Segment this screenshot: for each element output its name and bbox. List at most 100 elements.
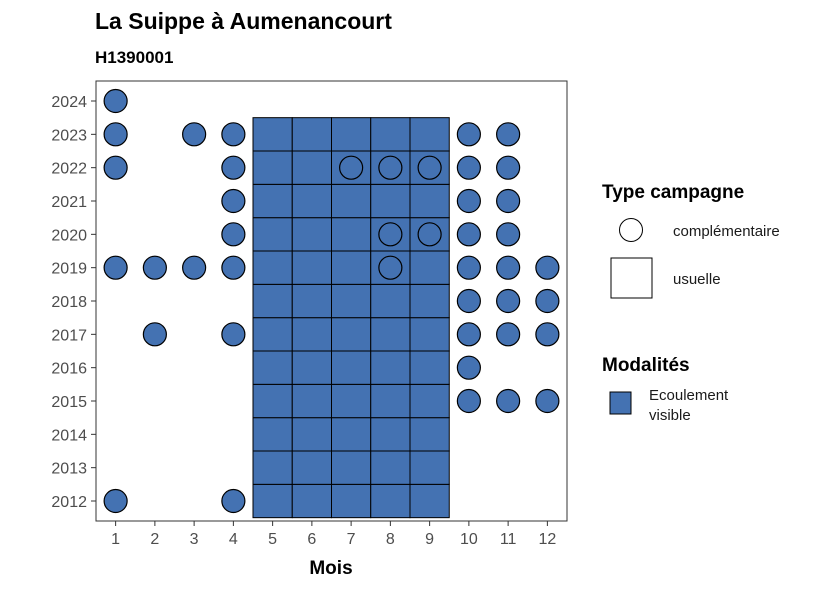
x-tick-label: 12	[538, 531, 556, 548]
usuelle-tile	[370, 183, 411, 219]
y-tick-label: 2018	[51, 294, 87, 311]
usuelle-tile	[409, 450, 450, 485]
complementaire-point	[535, 322, 560, 347]
complementaire-point	[103, 155, 128, 180]
usuelle-tile	[370, 350, 411, 385]
usuelle-tile	[409, 283, 450, 319]
usuelle-tile	[252, 183, 293, 219]
usuelle-tile	[370, 483, 411, 519]
complementaire-point	[456, 255, 481, 280]
y-tick-label: 2014	[51, 427, 87, 444]
usuelle-tile	[252, 483, 293, 519]
usuelle-tile	[370, 117, 411, 152]
complementaire-point	[456, 288, 481, 314]
complementaire-points	[103, 88, 560, 514]
x-tick-label: 5	[268, 531, 277, 548]
x-tick-label: 10	[460, 531, 478, 548]
usuelle-tile	[409, 483, 450, 519]
usuelle-tile	[291, 250, 332, 285]
usuelle-tile	[252, 317, 293, 352]
usuelle-tile	[252, 350, 293, 385]
complementaire-point	[456, 322, 481, 347]
y-tick-label: 2017	[51, 327, 87, 344]
complementaire-point	[103, 488, 128, 514]
complementaire-point	[456, 222, 481, 247]
y-tick-label: 2024	[51, 94, 87, 111]
x-tick-label: 3	[190, 531, 199, 548]
chart-title: La Suippe à Aumenancourt	[95, 8, 392, 34]
usuelle-tile	[331, 183, 372, 219]
complementaire-overlay-point	[417, 222, 442, 247]
y-axis: 2012 2013 2014 2015 2016 2017 2018 2019 2020 2021…	[51, 94, 96, 511]
complementaire-point	[142, 322, 167, 347]
complementaire-overlay-point	[339, 155, 364, 180]
usuelle-tile	[291, 383, 332, 419]
usuelle-tile	[291, 217, 332, 252]
y-tick-label: 2023	[51, 127, 87, 144]
legend-label-usuelle: usuelle	[673, 271, 721, 288]
complementaire-overlay-point	[378, 155, 403, 180]
usuelle-tile	[252, 117, 293, 152]
usuelle-tile	[409, 183, 450, 219]
x-tick-label: 8	[386, 531, 395, 548]
usuelle-tile	[331, 317, 372, 352]
y-tick-label: 2022	[51, 161, 87, 178]
usuelle-tile	[252, 217, 293, 252]
complementaire-point	[496, 155, 521, 180]
usuelle-tile	[252, 283, 293, 319]
complementaire-point	[456, 188, 481, 214]
usuelle-tile	[252, 383, 293, 419]
y-tick-label: 2021	[51, 194, 87, 211]
usuelle-tiles	[252, 117, 450, 519]
legend-title-type: Type campagne	[602, 182, 744, 203]
x-tick-label: 11	[500, 531, 517, 548]
complementaire-point	[221, 488, 246, 514]
complementaire-overlay-point	[417, 155, 442, 180]
complementaire-point	[182, 255, 207, 280]
x-tick-label: 1	[111, 531, 120, 548]
complementaire-point	[103, 255, 128, 280]
complementaire-overlay-point	[378, 255, 403, 280]
chart-subtitle: H1390001	[95, 48, 173, 67]
legend-label-ecoulement-line2: visible	[649, 407, 691, 424]
complementaire-point	[456, 388, 481, 414]
usuelle-tile	[291, 283, 332, 319]
usuelle-tile	[331, 250, 372, 285]
usuelle-tile	[331, 217, 372, 252]
usuelle-tile	[370, 283, 411, 319]
complementaire-point	[103, 122, 128, 147]
y-tick-label: 2020	[51, 227, 87, 244]
usuelle-tile	[291, 350, 332, 385]
complementaire-point	[496, 188, 521, 214]
usuelle-tile	[291, 317, 332, 352]
usuelle-tile	[409, 117, 450, 152]
usuelle-tile	[331, 283, 372, 319]
complementaire-point	[496, 388, 521, 414]
x-axis-title: Mois	[309, 558, 352, 579]
usuelle-tile	[409, 350, 450, 385]
y-tick-label: 2019	[51, 261, 87, 278]
usuelle-tile	[370, 383, 411, 419]
usuelle-tile	[331, 117, 372, 152]
usuelle-tile	[370, 450, 411, 485]
legend-title-modalites: Modalités	[602, 355, 690, 376]
complementaire-point	[221, 188, 246, 214]
usuelle-tile	[252, 417, 293, 452]
usuelle-tile	[409, 250, 450, 285]
x-tick-label: 9	[425, 531, 434, 548]
complementaire-point	[221, 155, 246, 180]
usuelle-tile	[409, 417, 450, 452]
complementaire-point	[221, 322, 246, 347]
legend-label-ecoulement-line1: Ecoulement	[649, 387, 729, 404]
usuelle-tile	[291, 150, 332, 185]
usuelle-tile	[331, 350, 372, 385]
complementaire-point	[142, 255, 167, 280]
complementaire-point	[496, 122, 521, 147]
complementaire-point	[456, 355, 481, 380]
usuelle-tile	[252, 150, 293, 185]
complementaire-point	[221, 255, 246, 280]
usuelle-tile	[409, 317, 450, 352]
legend-key-usuelle	[610, 257, 653, 299]
complementaire-point	[535, 255, 560, 280]
usuelle-tile	[331, 417, 372, 452]
